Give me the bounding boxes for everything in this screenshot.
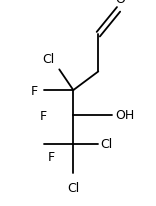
Text: O: O xyxy=(115,0,125,6)
Text: F: F xyxy=(47,150,55,163)
Text: Cl: Cl xyxy=(100,138,112,151)
Text: F: F xyxy=(30,84,37,97)
Text: Cl: Cl xyxy=(67,181,79,194)
Text: OH: OH xyxy=(115,109,135,122)
Text: F: F xyxy=(40,109,47,122)
Text: Cl: Cl xyxy=(42,53,55,66)
